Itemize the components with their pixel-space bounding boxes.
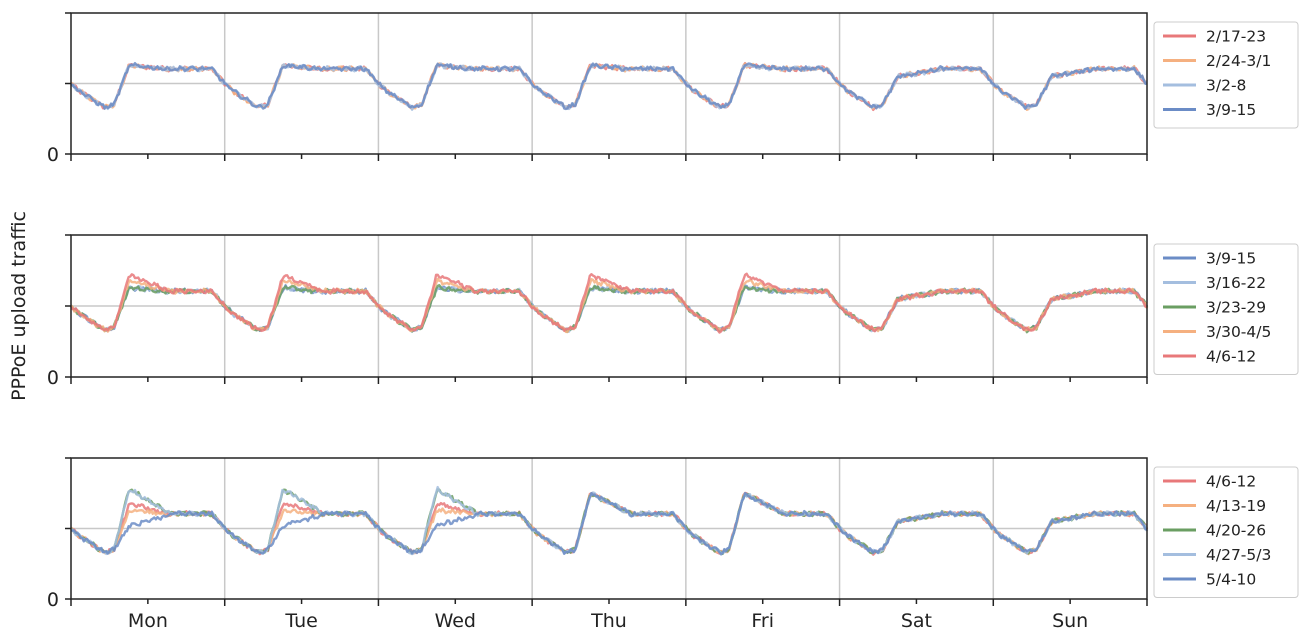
y-tick-label: 0 (47, 144, 59, 166)
x-tick-label: Mon (128, 610, 168, 632)
series-line (70, 62, 1148, 111)
series-line (70, 284, 1149, 332)
series-line (70, 491, 1148, 556)
legend-label: 2/24-3/1 (1206, 52, 1271, 70)
legend-label: 3/30-4/5 (1206, 323, 1271, 341)
legend-label: 3/9-15 (1206, 101, 1256, 119)
series-line (70, 284, 1149, 334)
y-tick-label: 0 (47, 589, 59, 611)
panel-2: 0 3/9-15 3/16-22 3/23-29 3/30-4/5 4/6-12 (47, 234, 1299, 389)
legend-label: 4/13-19 (1206, 497, 1266, 515)
legend-box (1153, 466, 1299, 598)
series-line (69, 284, 1148, 333)
series-line (70, 62, 1148, 111)
legend-label: 3/23-29 (1206, 299, 1266, 317)
legend-label: 4/27-5/3 (1206, 546, 1271, 564)
y-tick-label: 0 (47, 367, 59, 389)
series-line (70, 62, 1148, 111)
legend-label: 5/4-10 (1206, 571, 1256, 589)
x-tick-label: Wed (435, 610, 476, 632)
legend-label: 4/6-12 (1206, 473, 1256, 491)
legend-label: 3/16-22 (1206, 274, 1266, 292)
panel-1: 0 2/17-23 2/24-3/1 3/2-8 3/9-15 (47, 12, 1299, 166)
legend-label: 4/20-26 (1206, 522, 1266, 540)
x-tick-label: Thu (590, 610, 627, 632)
x-tick-label: Tue (284, 610, 317, 632)
panel-3: 0 4/6-12 4/13-19 4/20-26 4/27-5/3 5/4-10 (47, 457, 1299, 611)
legend-label: 2/17-23 (1206, 28, 1266, 46)
legend-label: 4/6-12 (1206, 348, 1256, 366)
legend-box (1153, 21, 1299, 129)
legend-box (1153, 243, 1299, 375)
x-tick-label: Fri (751, 610, 774, 632)
series-line (70, 485, 1149, 556)
y-axis-title: PPPoE upload traffic (8, 211, 30, 401)
series-line (70, 62, 1148, 112)
legend-label: 3/2-8 (1206, 77, 1246, 95)
series-line (70, 272, 1148, 334)
x-tick-label: Sat (901, 610, 932, 632)
x-tick-label: Sun (1052, 610, 1088, 632)
legend-label: 3/9-15 (1206, 250, 1256, 268)
